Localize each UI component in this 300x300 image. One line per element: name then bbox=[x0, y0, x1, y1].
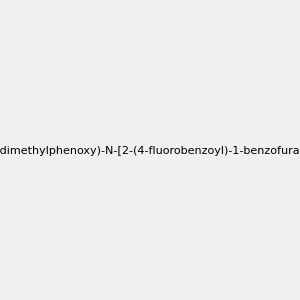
Text: 2-(4-chloro-3,5-dimethylphenoxy)-N-[2-(4-fluorobenzoyl)-1-benzofuran-3-yl]acetam: 2-(4-chloro-3,5-dimethylphenoxy)-N-[2-(4… bbox=[0, 146, 300, 157]
